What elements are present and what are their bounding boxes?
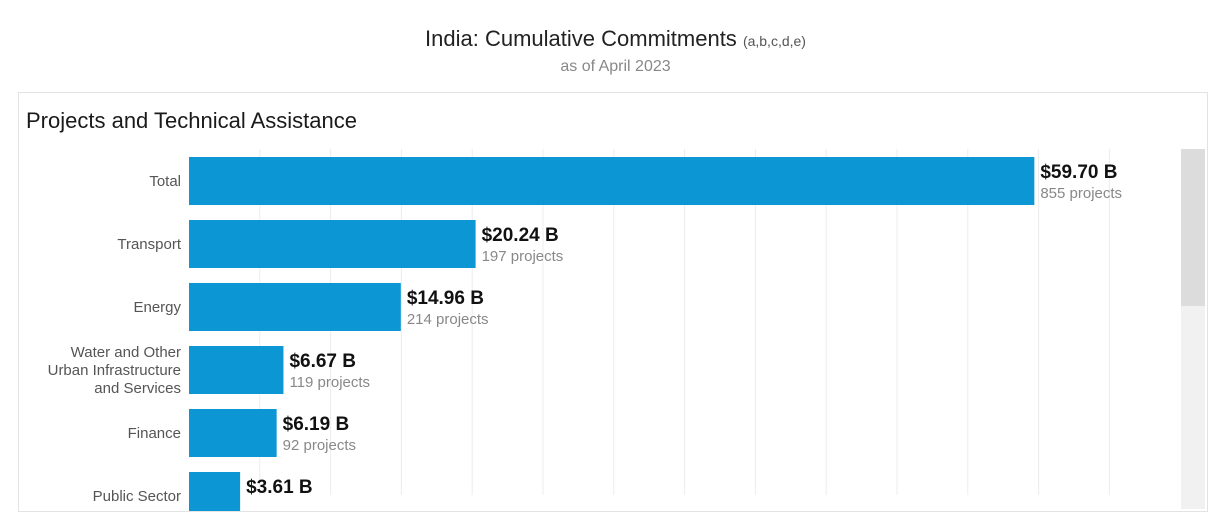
value-label: $6.67 B — [289, 351, 356, 372]
projects-label: 119 projects — [289, 374, 370, 391]
bar[interactable] — [189, 472, 241, 511]
value-label: $20.24 B — [482, 225, 559, 246]
labels: Total $59.70 B 855 projects Transport $20.24… — [48, 162, 1122, 505]
category-label: Public Sector — [93, 488, 181, 505]
title-text: India: Cumulative Commitments — [425, 26, 737, 51]
value-label: $6.19 B — [283, 414, 350, 435]
value-label: $14.96 B — [407, 288, 484, 309]
projects-label: 214 projects — [407, 311, 489, 328]
scrollbar-thumb[interactable] — [1181, 149, 1205, 306]
projects-label: 92 projects — [283, 437, 356, 454]
page-title: India: Cumulative Commitments (a,b,c,d,e… — [0, 24, 1231, 56]
category-label: Energy — [133, 299, 181, 316]
category-label: Transport — [117, 236, 181, 253]
projects-label: 197 projects — [482, 248, 564, 265]
projects-label: 855 projects — [1040, 185, 1122, 202]
value-label: $59.70 B — [1040, 162, 1117, 183]
category-label: Finance — [128, 425, 181, 442]
chart-header: India: Cumulative Commitments (a,b,c,d,e… — [0, 24, 1231, 78]
bar[interactable] — [189, 409, 277, 457]
value-label: $3.61 B — [246, 477, 313, 498]
bar-chart: Total $59.70 B 855 projects Transport $20.24… — [48, 149, 1122, 511]
bar[interactable] — [189, 346, 284, 394]
category-label: Water and Other Urban Infrastructure and S… — [48, 344, 181, 397]
category-label: Total — [149, 173, 181, 190]
bar[interactable] — [189, 157, 1035, 205]
bars — [189, 157, 1035, 511]
bar[interactable] — [189, 220, 476, 268]
chart-panel: Projects and Technical Assistance Total $… — [18, 92, 1208, 512]
bar[interactable] — [189, 283, 401, 331]
title-notes: (a,b,c,d,e) — [742, 33, 806, 49]
page-subtitle: as of April 2023 — [560, 58, 671, 75]
panel-title: Projects and Technical Assistance — [26, 108, 357, 133]
vertical-scrollbar[interactable] — [1181, 149, 1205, 509]
